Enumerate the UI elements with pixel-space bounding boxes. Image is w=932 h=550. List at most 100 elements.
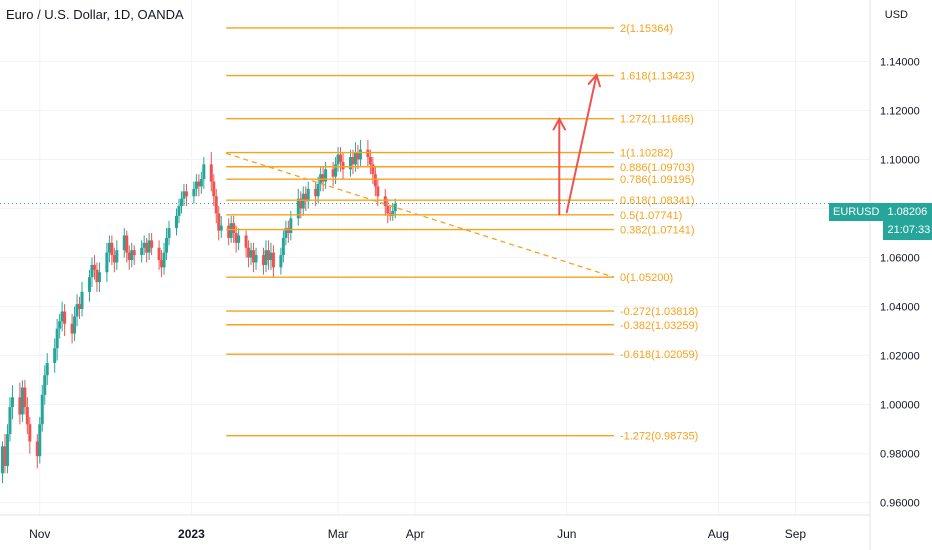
x-tick-label: Apr (406, 527, 425, 541)
candle-body (160, 260, 164, 268)
candle-body (125, 235, 129, 253)
candle-body (92, 264, 96, 270)
candle-body (150, 240, 154, 248)
fib-level-label: 1(1.10282) (620, 148, 673, 160)
candle-body (162, 252, 166, 268)
candle-body (314, 188, 318, 197)
candle-body (43, 375, 47, 395)
candle-body (70, 323, 74, 334)
candle-body (127, 252, 131, 260)
candle-body (304, 193, 308, 202)
candle-body (229, 223, 233, 238)
y-tick-label: 1.10000 (880, 154, 920, 166)
fib-level-label: -0.618(1.02059) (620, 349, 698, 361)
y-tick-label: 1.00000 (880, 400, 920, 412)
candle-body (227, 225, 231, 238)
projection-arrow (565, 72, 601, 214)
y-tick-label: 0.96000 (880, 498, 920, 510)
fib-level-label: -0.272(1.03818) (620, 306, 698, 318)
candle-body (212, 181, 216, 197)
candle-body (376, 186, 380, 197)
candle-body (336, 154, 340, 165)
x-tick-label: Nov (29, 527, 50, 541)
candle-body (296, 198, 300, 219)
fib-level-label: 0.5(1.07741) (620, 210, 682, 222)
candle-body (28, 424, 32, 442)
candle-body (366, 149, 370, 158)
candle-body (301, 193, 305, 209)
last-price-tag: EURUSD 1.08206 21:07:33 (829, 203, 932, 240)
candle-body (284, 228, 288, 238)
candle-body (371, 164, 375, 175)
fib-level-label: 0(1.05200) (620, 272, 673, 284)
grid-lines (0, 0, 870, 515)
fib-level-label: 2(1.15364) (620, 23, 673, 35)
candle-body (334, 164, 338, 177)
candle-body (214, 196, 218, 214)
candle-body (5, 434, 9, 466)
candle-body (368, 157, 372, 165)
y-tick-label: 0.98000 (880, 449, 920, 461)
candle-body (249, 250, 253, 258)
candle-body (234, 233, 238, 243)
fibonacci-levels[interactable]: 2(1.15364) 1.618(1.13423) 1.272(1.11665) 1(… (226, 23, 698, 443)
candle-body (0, 446, 4, 474)
candle-body (38, 424, 42, 457)
candle-body (306, 188, 310, 202)
candle-body (266, 250, 270, 260)
candle-body (237, 235, 241, 243)
candle-body (202, 164, 206, 180)
candle-body (23, 387, 27, 408)
candle-body (386, 206, 390, 214)
candle-body (3, 446, 7, 466)
fib-level-label: -1.272(0.98735) (620, 431, 698, 443)
last-price-value: 1.08206 (887, 206, 928, 218)
candle-body (157, 247, 161, 260)
candle-body (184, 191, 188, 197)
candle-body (90, 264, 94, 278)
candle-body (279, 255, 283, 268)
candle-body (324, 169, 328, 182)
candle-body (391, 210, 395, 216)
trend-line[interactable] (226, 152, 615, 278)
candle-body (252, 250, 256, 263)
candle-body (110, 242, 114, 256)
projection-arrows[interactable] (552, 72, 601, 216)
fib-level-label: 0.618(1.08341) (620, 195, 695, 207)
candle-body (341, 161, 345, 170)
candle-body (75, 304, 79, 317)
candle-body (174, 215, 178, 229)
candle-body (45, 362, 49, 376)
candle-body (60, 311, 64, 322)
candle-body (122, 235, 126, 251)
y-tick-label: 1.14000 (880, 56, 920, 68)
candle-body (373, 174, 377, 187)
candle-body (219, 225, 223, 231)
fib-level-label: 0.786(1.09195) (620, 174, 695, 186)
candle-body (286, 228, 290, 234)
candle-body (95, 269, 99, 283)
candle-body (53, 348, 57, 363)
candle-body (261, 255, 265, 265)
candle-body (269, 252, 273, 260)
candle-body (55, 328, 59, 349)
fib-level-label: -0.382(1.03259) (620, 320, 698, 332)
candle-body (63, 311, 67, 324)
candle-body (179, 198, 183, 207)
x-tick-label: Jun (557, 527, 576, 541)
candle-body (264, 250, 268, 265)
y-tick-label: 1.12000 (880, 105, 920, 117)
price-box: 1.08206 21:07:33 (883, 203, 932, 240)
candle-body (339, 154, 343, 162)
x-tick-label: Sep (785, 527, 807, 541)
time-axis[interactable]: Nov 2023 Mar Apr Jun Aug Sep (29, 527, 806, 541)
candle-body (177, 206, 181, 216)
candle-body (80, 291, 84, 310)
candle-body (147, 240, 151, 253)
fib-level-label: 1.618(1.13423) (620, 71, 695, 83)
candle-body (353, 152, 357, 165)
candle-body (356, 152, 360, 160)
candle-body (25, 407, 29, 425)
